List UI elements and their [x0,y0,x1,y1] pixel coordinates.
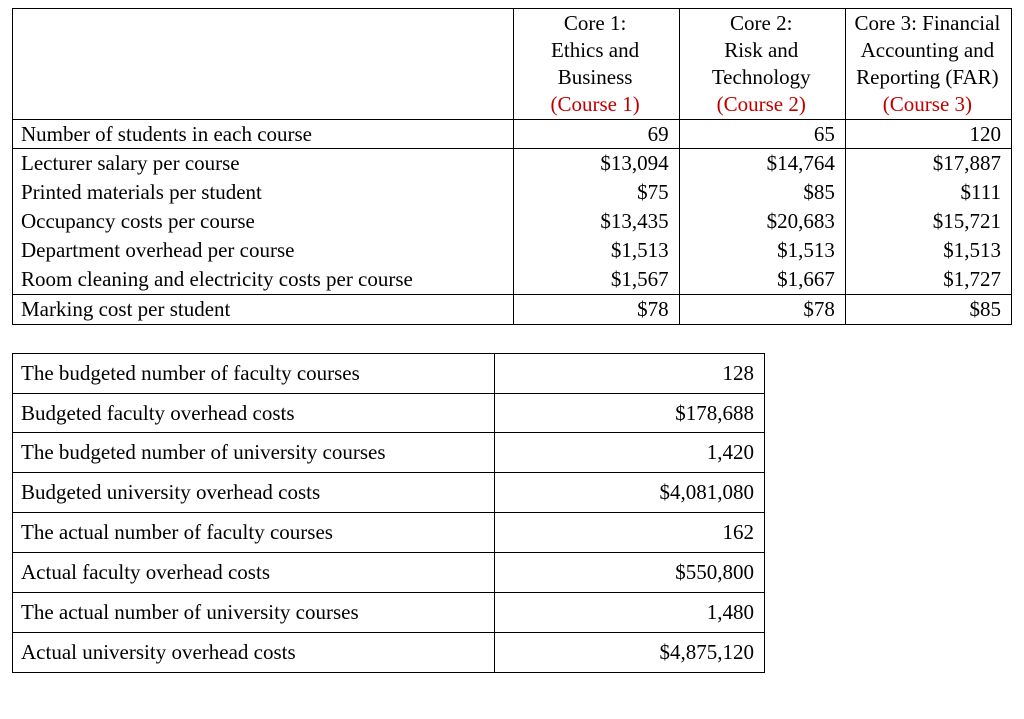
row-val: $13,435 [513,207,679,236]
table-row: Marking cost per student $78 $78 $85 [13,294,1012,324]
row-val: $85 [679,178,845,207]
row-val: $1,513 [513,236,679,265]
col2-title-l3: Technology [712,65,811,89]
row-label: The actual number of university courses [13,592,495,632]
row-val: $78 [679,294,845,324]
table-row: The actual number of faculty courses 162 [13,513,765,553]
row-label: Actual faculty overhead costs [13,553,495,593]
col3-title-l3: Reporting (FAR) [856,65,999,89]
table-row: Department overhead per course $1,513 $1… [13,236,1012,265]
row-label: Budgeted faculty overhead costs [13,393,495,433]
table1-header-col3: Core 3: Financial Accounting and Reporti… [845,9,1011,120]
row-val: 120 [845,119,1011,149]
table-row: Occupancy costs per course $13,435 $20,6… [13,207,1012,236]
row-val: $17,887 [845,149,1011,178]
table-row: Lecturer salary per course $13,094 $14,7… [13,149,1012,178]
col3-title-l2: Accounting and [861,38,995,62]
row-val: $13,094 [513,149,679,178]
overhead-summary-table: The budgeted number of faculty courses 1… [12,353,765,673]
col3-title-l1: Core 3: Financial [855,11,1001,35]
row-val: 65 [679,119,845,149]
row-val: $178,688 [495,393,765,433]
row-label: Number of students in each course [13,119,514,149]
row-val: $1,667 [679,265,845,294]
row-label: Printed materials per student [13,178,514,207]
table-row: The actual number of university courses … [13,592,765,632]
table-row: Budgeted faculty overhead costs $178,688 [13,393,765,433]
course-cost-table: Core 1: Ethics and Business (Course 1) C… [12,8,1012,325]
table-row: The budgeted number of faculty courses 1… [13,353,765,393]
table-row: Actual faculty overhead costs $550,800 [13,553,765,593]
row-val: $15,721 [845,207,1011,236]
col1-title-l3: Business [558,65,633,89]
row-label: Room cleaning and electricity costs per … [13,265,514,294]
row-label: The actual number of faculty courses [13,513,495,553]
table1-header-row: Core 1: Ethics and Business (Course 1) C… [13,9,1012,120]
table-row: Printed materials per student $75 $85 $1… [13,178,1012,207]
table1-header-col1: Core 1: Ethics and Business (Course 1) [513,9,679,120]
table-row: Room cleaning and electricity costs per … [13,265,1012,294]
row-label: The budgeted number of faculty courses [13,353,495,393]
col2-title-l2: Risk and [724,38,798,62]
row-val: 1,480 [495,592,765,632]
table-row: Budgeted university overhead costs $4,08… [13,473,765,513]
row-val: $85 [845,294,1011,324]
row-val: $550,800 [495,553,765,593]
row-val: $1,727 [845,265,1011,294]
row-label: Department overhead per course [13,236,514,265]
row-val: $75 [513,178,679,207]
row-label: Budgeted university overhead costs [13,473,495,513]
row-label: Marking cost per student [13,294,514,324]
row-val: $1,567 [513,265,679,294]
page-root: Core 1: Ethics and Business (Course 1) C… [0,0,1024,719]
row-val: $78 [513,294,679,324]
col1-title-l1: Core 1: [564,11,626,35]
col2-title-l1: Core 2: [730,11,792,35]
row-label: Occupancy costs per course [13,207,514,236]
table1-header-blank [13,9,514,120]
table1-header-col2: Core 2: Risk and Technology (Course 2) [679,9,845,120]
row-val: $111 [845,178,1011,207]
col2-subtitle: (Course 2) [717,92,806,116]
row-val: $1,513 [845,236,1011,265]
row-val: $20,683 [679,207,845,236]
row-val: 162 [495,513,765,553]
row-val: 69 [513,119,679,149]
table-row: The budgeted number of university course… [13,433,765,473]
row-val: $1,513 [679,236,845,265]
row-label: The budgeted number of university course… [13,433,495,473]
row-val: $4,081,080 [495,473,765,513]
row-val: $14,764 [679,149,845,178]
row-val: 128 [495,353,765,393]
col3-subtitle: (Course 3) [883,92,972,116]
row-label: Actual university overhead costs [13,632,495,672]
table-row: Number of students in each course 69 65 … [13,119,1012,149]
col1-subtitle: (Course 1) [550,92,639,116]
table-row: Actual university overhead costs $4,875,… [13,632,765,672]
row-val: $4,875,120 [495,632,765,672]
row-label: Lecturer salary per course [13,149,514,178]
row-val: 1,420 [495,433,765,473]
col1-title-l2: Ethics and [551,38,639,62]
